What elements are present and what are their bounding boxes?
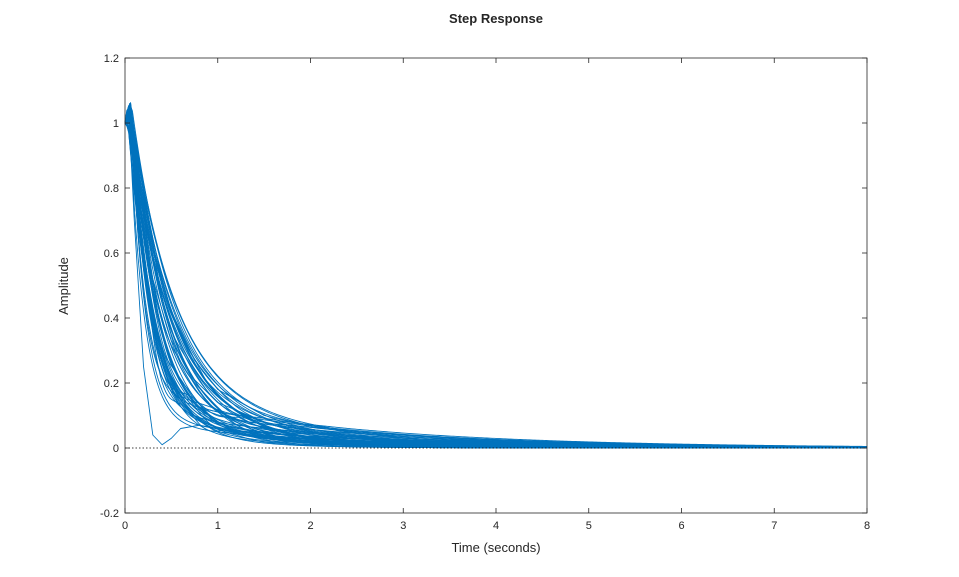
y-axis-label: Amplitude [56, 257, 71, 315]
response-curve-series [124, 112, 868, 449]
y-tick-label: 0.2 [104, 378, 119, 390]
chart-title: Step Response [449, 11, 543, 26]
x-tick-label: 0 [122, 520, 128, 532]
y-axis-ticks: -0.2 0 0.2 0.4 0.6 0.8 1 1.2 [100, 53, 867, 520]
y-tick-label: 0 [113, 443, 119, 455]
y-tick-label: -0.2 [100, 508, 119, 520]
x-tick-label: 8 [864, 520, 870, 532]
axes-background [125, 58, 867, 513]
x-tick-label: 3 [400, 520, 406, 532]
x-tick-label: 4 [493, 520, 499, 532]
x-tick-label: 1 [215, 520, 221, 532]
y-tick-label: 0.6 [104, 248, 119, 260]
x-axis-label: Time (seconds) [451, 540, 540, 555]
y-tick-label: 1 [113, 118, 119, 130]
x-tick-label: 5 [586, 520, 592, 532]
x-tick-label: 6 [678, 520, 684, 532]
x-axis-ticks: 0 1 2 3 4 5 6 7 8 [122, 58, 870, 532]
y-tick-label: 0.4 [104, 313, 119, 325]
y-tick-label: 1.2 [104, 53, 119, 65]
response-curve [124, 122, 868, 447]
y-tick-label: 0.8 [104, 183, 119, 195]
x-tick-label: 7 [771, 520, 777, 532]
response-curves [124, 102, 868, 449]
response-curve-series [124, 103, 868, 449]
response-curve-series [124, 122, 868, 449]
x-tick-label: 2 [307, 520, 313, 532]
